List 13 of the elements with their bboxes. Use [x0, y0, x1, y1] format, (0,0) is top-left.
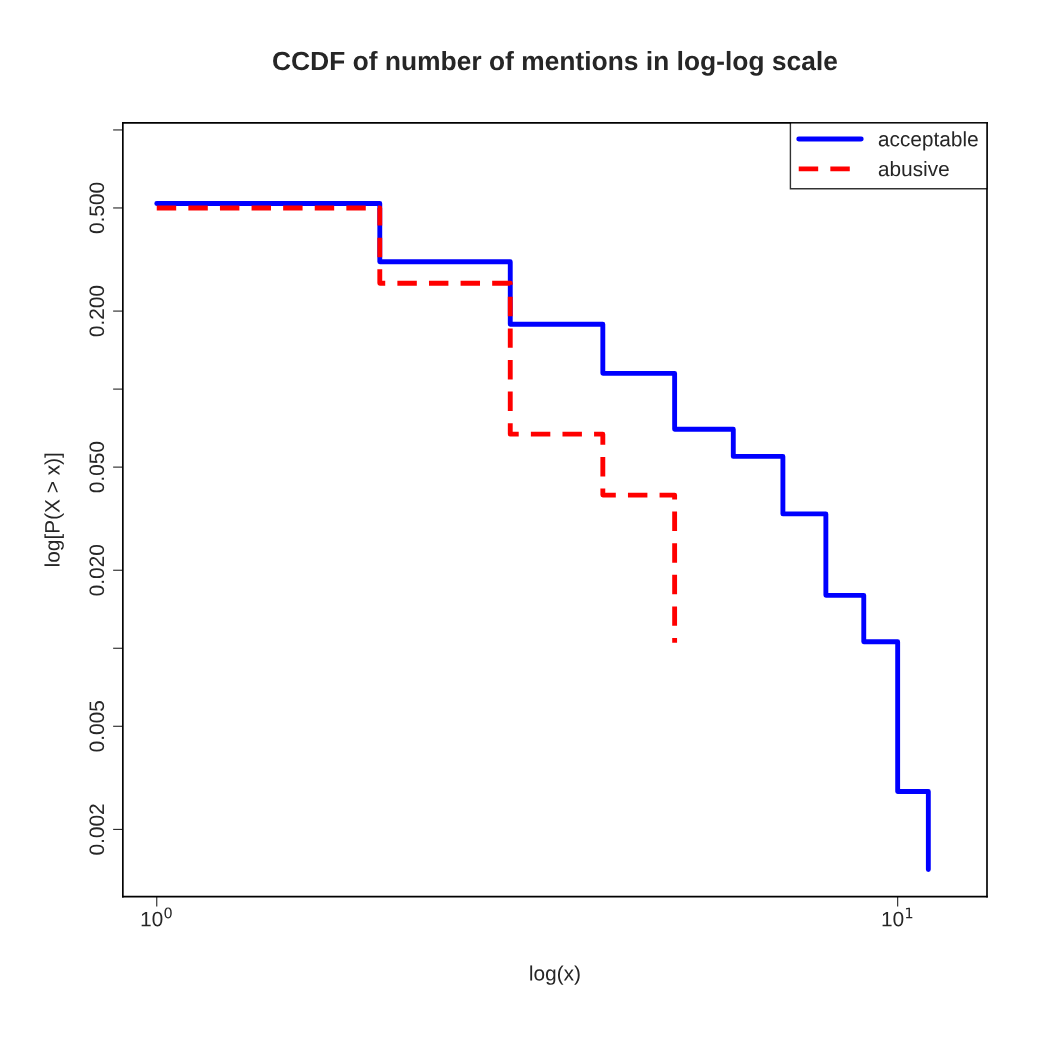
y-tick-label: 0.200 [89, 285, 105, 337]
y-tick-label: 0.020 [89, 544, 105, 596]
legend-label: abusive [878, 161, 949, 177]
y-axis-title: log[P(X > x)] [44, 453, 64, 566]
x-axis-title: log(x) [530, 965, 580, 985]
x-tick-label: 10$^{0}$ [141, 907, 172, 927]
y-tick-label: 0.500 [89, 182, 105, 234]
chart-title: CCDF of number of mentions in log-log scale [273, 50, 837, 76]
legend-label: acceptable [878, 131, 978, 151]
x-tick-label: 10$^{1}$ [882, 907, 913, 927]
y-tick-label: 0.050 [89, 441, 105, 493]
y-tick-label: 0.005 [89, 701, 105, 752]
y-tick-label: 0.002 [89, 804, 105, 855]
